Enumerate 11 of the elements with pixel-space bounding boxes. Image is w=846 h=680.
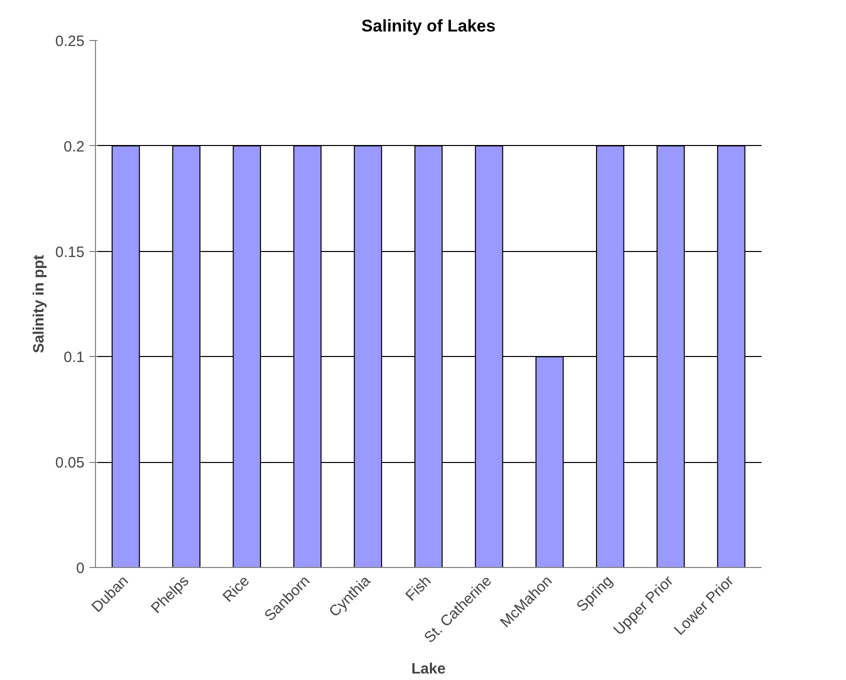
y-tick-label: 0.25	[55, 33, 85, 50]
y-tick-label: 0.05	[55, 454, 85, 472]
x-axis-title: Lake	[411, 660, 446, 678]
y-tick-label: 0	[76, 560, 84, 577]
y-tick-label: 0.2	[64, 138, 85, 156]
chart-title: Salinity of Lakes	[361, 16, 496, 36]
y-tick-label: 0.15	[55, 244, 85, 261]
x-tick-label: Rice	[220, 572, 253, 606]
y-tick-label: 0.1	[64, 349, 85, 366]
y-axis-title: Salinity in ppt	[30, 254, 48, 354]
x-tick-label: Fish	[402, 572, 435, 605]
